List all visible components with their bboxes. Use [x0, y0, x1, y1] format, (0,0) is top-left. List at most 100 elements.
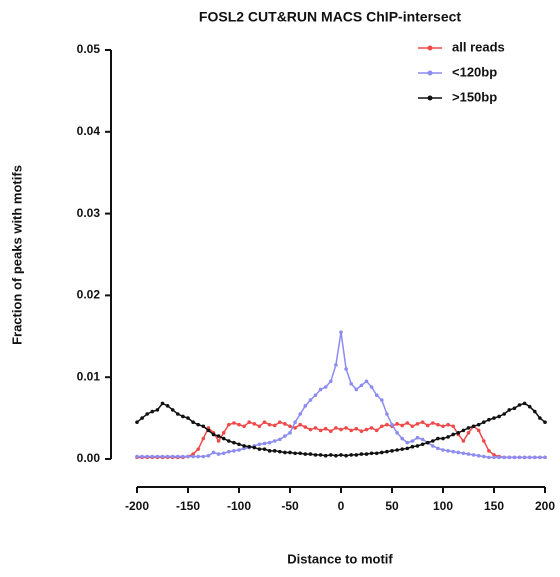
point — [267, 422, 272, 427]
point — [257, 447, 262, 451]
y-tick-label: 0.03 — [77, 206, 101, 220]
legend-label: <120bp — [452, 64, 497, 79]
point — [441, 424, 445, 429]
point — [237, 422, 241, 427]
point — [410, 439, 415, 443]
point — [262, 441, 267, 446]
point — [354, 387, 359, 392]
point — [533, 455, 537, 460]
y-axis-title: Fraction of peaks with motifs — [9, 165, 24, 345]
point — [487, 455, 491, 460]
point — [339, 427, 343, 432]
point — [165, 454, 170, 459]
point — [196, 454, 200, 459]
point — [374, 451, 379, 456]
point — [257, 442, 262, 447]
point — [359, 429, 364, 433]
point — [420, 442, 425, 447]
point — [543, 420, 547, 424]
point — [420, 420, 425, 424]
point — [538, 455, 542, 460]
point — [369, 451, 374, 456]
point — [313, 393, 318, 397]
point — [451, 424, 456, 429]
point — [380, 398, 384, 402]
point — [206, 453, 211, 458]
point — [160, 401, 165, 406]
point — [420, 437, 425, 442]
point — [492, 416, 496, 420]
point — [507, 408, 512, 412]
point — [186, 416, 190, 420]
point — [405, 446, 410, 451]
point — [135, 420, 139, 424]
point — [201, 424, 206, 429]
point — [221, 451, 226, 456]
point — [369, 426, 374, 430]
point — [395, 422, 399, 426]
x-tick-label: 0 — [338, 499, 345, 513]
point — [323, 453, 328, 458]
point — [267, 449, 272, 453]
point — [390, 449, 394, 453]
point — [237, 448, 241, 452]
point — [522, 401, 527, 406]
point — [267, 440, 272, 445]
point — [221, 431, 226, 435]
point — [380, 424, 384, 429]
point — [400, 436, 405, 441]
point — [237, 442, 241, 447]
point — [201, 436, 206, 441]
point — [400, 447, 405, 451]
point — [354, 453, 359, 457]
legend-label: all reads — [452, 39, 505, 54]
point — [303, 404, 308, 408]
point — [191, 454, 195, 459]
point — [476, 453, 481, 458]
point — [206, 428, 211, 433]
point — [308, 398, 313, 402]
point — [298, 422, 303, 427]
point — [232, 440, 236, 445]
point — [446, 449, 450, 453]
point — [339, 453, 343, 457]
point — [507, 455, 512, 460]
x-tick-label: 50 — [385, 499, 399, 513]
point — [344, 426, 348, 430]
point — [283, 450, 287, 455]
point — [252, 445, 257, 450]
point — [318, 428, 323, 433]
point — [221, 436, 226, 441]
point — [425, 423, 430, 428]
point — [196, 422, 200, 427]
point — [293, 451, 297, 456]
point — [165, 404, 170, 408]
point — [349, 453, 354, 457]
point — [456, 431, 461, 435]
point — [359, 383, 364, 388]
point — [349, 381, 354, 386]
point — [262, 420, 267, 424]
point — [543, 455, 547, 460]
point — [512, 406, 517, 411]
point — [451, 449, 456, 454]
point — [288, 450, 292, 455]
point — [272, 439, 277, 443]
point — [512, 455, 517, 460]
point — [181, 454, 185, 459]
point — [334, 426, 338, 430]
legend-marker — [427, 45, 433, 51]
point — [538, 416, 542, 420]
point — [415, 435, 420, 440]
point — [278, 449, 282, 454]
point — [497, 414, 501, 419]
point — [482, 420, 486, 424]
point — [385, 412, 389, 416]
legend-label: >150bp — [452, 89, 497, 104]
point — [476, 428, 481, 433]
point — [176, 412, 180, 416]
point — [140, 454, 144, 459]
point — [395, 448, 399, 452]
point — [293, 420, 297, 424]
